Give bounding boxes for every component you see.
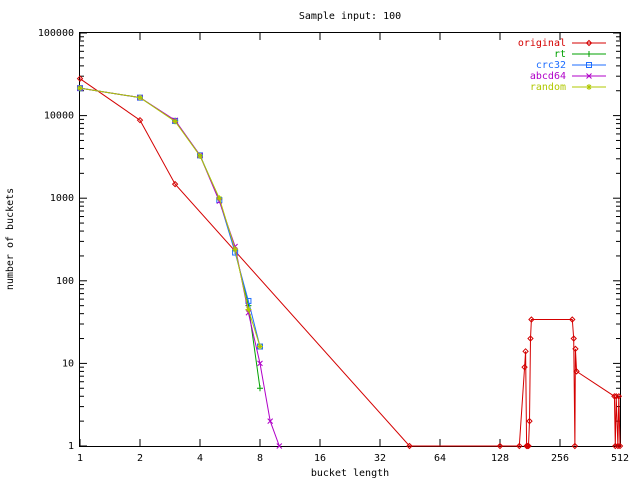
legend-marker-abcd64: [586, 73, 592, 79]
series-random: [77, 85, 263, 350]
data-point-original: [523, 442, 530, 450]
x-tick-label: 256: [551, 453, 569, 464]
series-crc32: [77, 85, 263, 350]
data-point-original: [406, 442, 413, 450]
data-point-original: [76, 75, 84, 82]
series-line-original: [79, 78, 621, 447]
data-point-original: [524, 442, 531, 450]
legend-label-random: random: [530, 82, 566, 93]
data-point-original: [528, 316, 535, 323]
series-original: [76, 75, 624, 450]
data-point-original: [611, 393, 618, 400]
data-point-random: [77, 85, 83, 92]
data-point-original: [616, 442, 624, 450]
y-tick-label: 1: [68, 441, 74, 452]
data-point-original: [136, 116, 144, 124]
series-line-random: [79, 87, 261, 347]
data-point-random: [216, 195, 223, 202]
x-axis-label: bucket length: [311, 468, 389, 479]
y-tick-label: 100: [56, 276, 74, 287]
data-point-random: [197, 152, 203, 159]
y-axis-label: number of buckets: [5, 188, 16, 290]
legend-label-crc32: crc32: [536, 60, 566, 71]
data-point-rt: [257, 385, 263, 392]
x-axis: 1 2 4 8 16 32 64 128 256 512: [77, 33, 629, 464]
series-layer: [76, 75, 624, 450]
data-point-original: [569, 316, 576, 323]
data-point-original: [496, 442, 504, 450]
series-rt: [77, 85, 263, 392]
x-tick-label: 4: [197, 453, 203, 464]
x-tick-label: 16: [314, 453, 326, 464]
data-point-original: [570, 335, 577, 342]
data-point-random: [137, 94, 143, 101]
x-tick-label: 8: [257, 453, 263, 464]
series-line-crc32: [79, 87, 261, 347]
legend-marker-original: [585, 39, 593, 47]
legend-marker-random: [586, 84, 592, 90]
legend-label-rt: rt: [554, 49, 566, 60]
data-point-abcd64: [276, 443, 283, 449]
data-point-random: [245, 306, 252, 313]
y-tick-label: 10: [62, 358, 74, 369]
plot-frame: [79, 32, 621, 447]
series-line-rt: [79, 87, 261, 389]
y-tick-label: 100000: [38, 28, 74, 39]
data-point-random: [257, 343, 263, 350]
x-tick-label: 1: [77, 453, 83, 464]
series-abcd64: [77, 85, 283, 449]
x-tick-label: 32: [374, 453, 386, 464]
data-point-original: [526, 417, 533, 425]
data-point-random: [172, 118, 179, 125]
data-point-original: [516, 442, 523, 450]
y-tick-label: 10000: [44, 111, 74, 122]
data-point-original: [525, 442, 532, 450]
x-tick-label: 64: [434, 453, 446, 464]
legend-marker-rt: [586, 51, 592, 57]
x-tick-label: 2: [137, 453, 143, 464]
legend-label-abcd64: abcd64: [530, 71, 566, 82]
data-point-original: [521, 363, 528, 371]
data-point-original: [615, 393, 623, 400]
data-point-abcd64: [257, 360, 263, 367]
data-point-original: [572, 345, 579, 353]
data-point-original: [522, 348, 529, 355]
y-tick-label: 1000: [50, 193, 74, 204]
legend-marker-crc32: [586, 62, 592, 68]
data-point-original: [171, 180, 179, 188]
data-point-original: [571, 442, 579, 450]
chart-title: Sample input: 100: [299, 11, 401, 22]
data-point-original: [612, 393, 620, 400]
data-point-original: [573, 368, 580, 375]
legend-label-original: original: [518, 38, 566, 49]
x-tick-label: 512: [611, 453, 629, 464]
y-axis: 1 10 100 1000 10000 100000: [38, 28, 620, 452]
data-point-random: [232, 246, 239, 253]
data-point-original: [527, 335, 534, 342]
data-point-abcd64: [267, 418, 274, 424]
data-point-original: [614, 442, 622, 450]
x-tick-label: 128: [491, 453, 509, 464]
